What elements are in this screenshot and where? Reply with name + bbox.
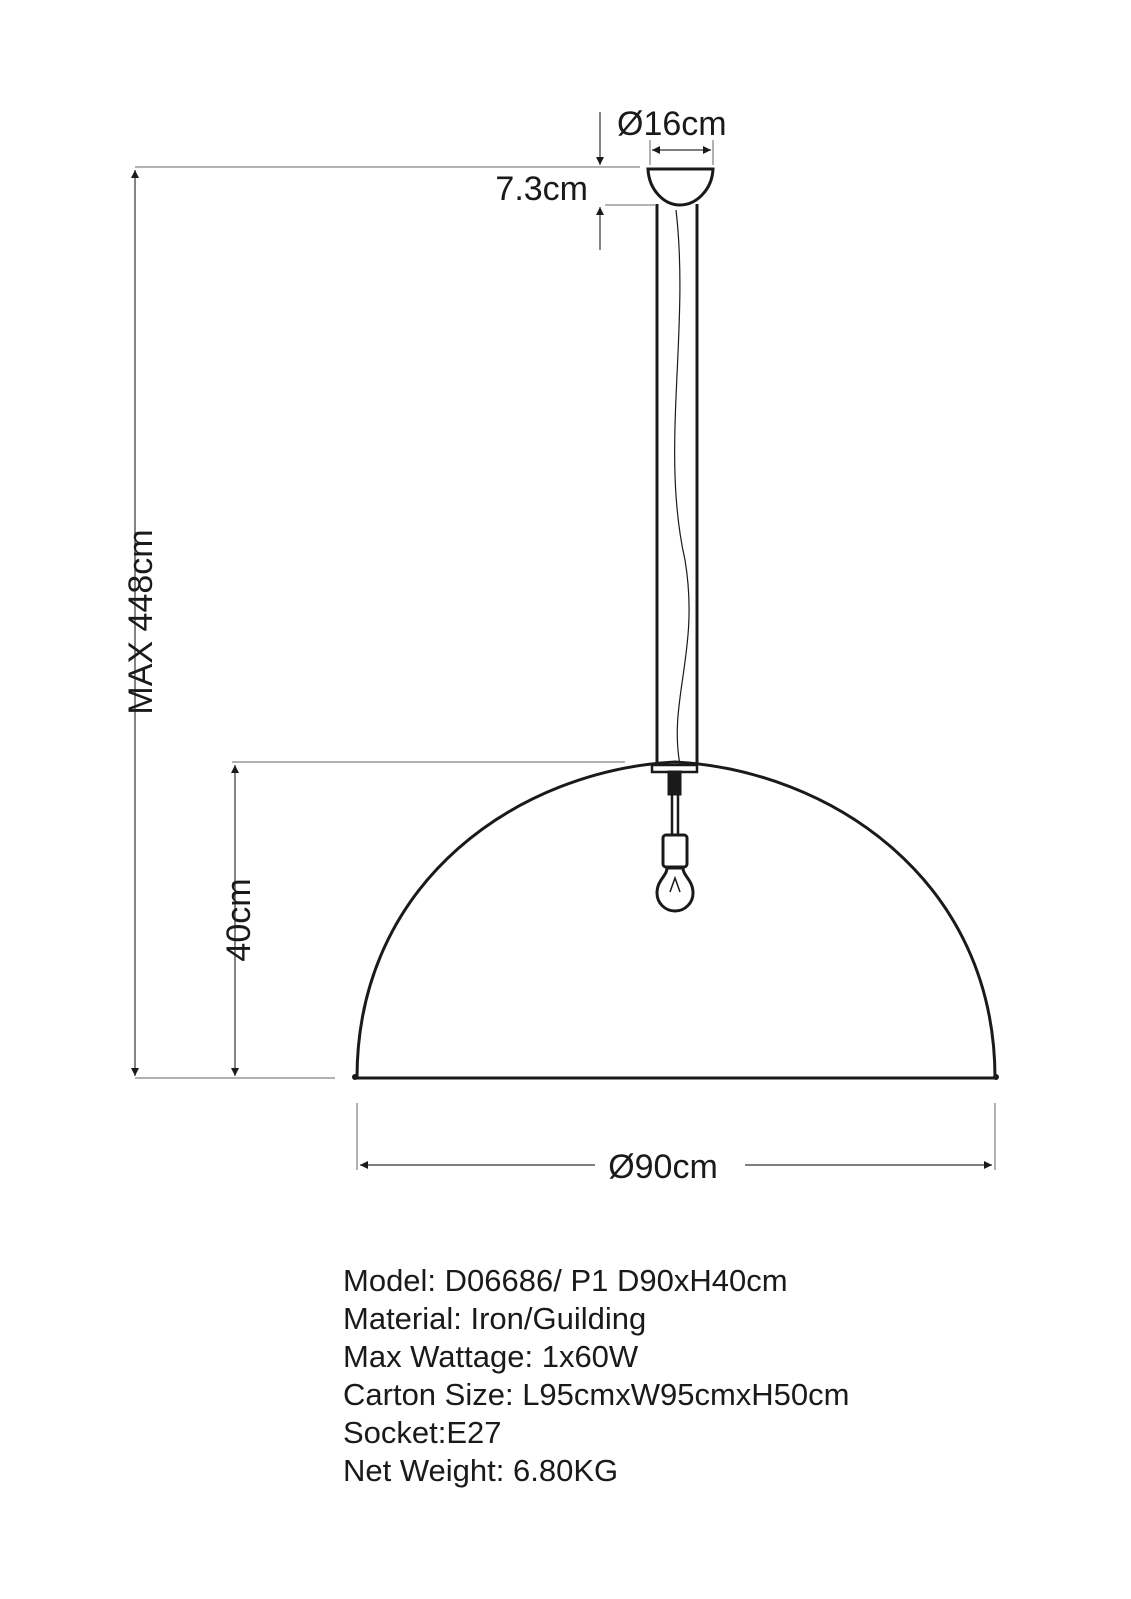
dimension-lines [131,112,992,1169]
shade-diameter-label: Ø90cm [608,1148,718,1186]
canopy-height-label: 7.3cm [495,170,588,208]
canopy-diameter-label: Ø16cm [617,105,727,143]
spec-list: Model: D06686/ P1 D90xH40cm Material: Ir… [343,1262,850,1490]
extension-lines [135,140,996,1170]
socket [661,833,689,869]
shade [355,760,997,1079]
spec-max-wattage: Max Wattage: 1x60W [343,1339,639,1374]
spec-model: Model: D06686/ P1 D90xH40cm [343,1263,788,1298]
spec-socket: Socket:E27 [343,1415,502,1450]
socket-holder [667,770,682,796]
spec-material: Material: Iron/Guilding [343,1301,647,1336]
bulb-icon [655,866,695,913]
canopy [646,167,715,207]
spec-net-weight: Net Weight: 6.80KG [343,1453,619,1488]
spec-carton-size: Carton Size: L95cmxW95cmxH50cm [343,1377,850,1412]
shade-height-label: 40cm [220,878,258,961]
cable [674,209,690,766]
lamp-outline [355,167,997,1080]
max-height-label: MAX 448cm [122,529,160,714]
